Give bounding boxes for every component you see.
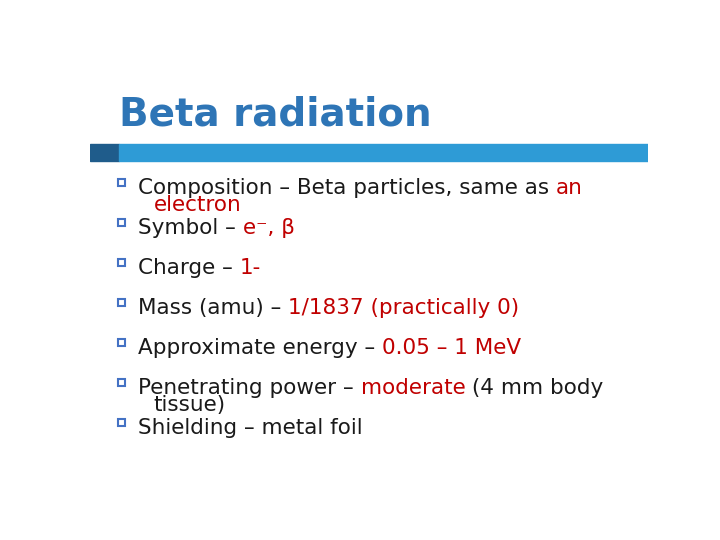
Bar [118,379,125,386]
Text: electron: electron [153,195,241,215]
Text: 1/1837 (practically 0): 1/1837 (practically 0) [288,298,519,318]
Text: tissue): tissue) [153,395,225,415]
Text: Symbol –: Symbol – [138,218,243,238]
Text: 0.05 – 1 MeV: 0.05 – 1 MeV [382,338,521,358]
Bar [90,144,120,161]
Text: Composition – Beta particles, same as: Composition – Beta particles, same as [138,178,556,198]
Text: e⁻, β: e⁻, β [243,218,294,238]
Text: Penetrating power –: Penetrating power – [138,378,361,398]
Bar [118,339,125,346]
Text: Approximate energy –: Approximate energy – [138,338,382,358]
Bar [118,299,125,306]
Text: Mass (amu) –: Mass (amu) – [138,298,288,318]
Text: an: an [556,178,583,198]
Text: 1-: 1- [240,258,261,278]
Bar [118,259,125,266]
Bar [118,179,125,186]
Text: Beta radiation: Beta radiation [120,96,432,133]
Text: moderate: moderate [361,378,465,398]
Bar [118,419,125,426]
Bar [120,144,648,161]
Text: Shielding – metal foil: Shielding – metal foil [138,418,363,438]
Text: (4 mm body: (4 mm body [465,378,603,398]
Text: Charge –: Charge – [138,258,240,278]
Bar [118,219,125,226]
